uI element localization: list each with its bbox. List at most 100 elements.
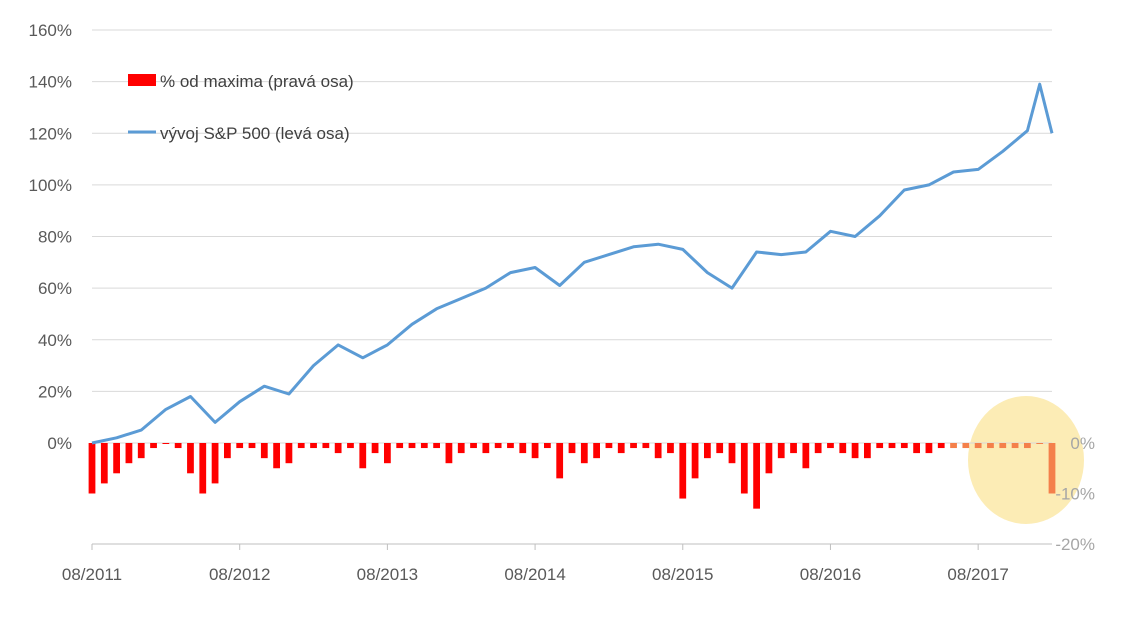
left-axis-tick-label: 160%	[29, 21, 72, 40]
left-axis-tick-label: 20%	[38, 382, 72, 401]
drawdown-bar	[642, 443, 650, 449]
drawdown-bar	[88, 443, 96, 494]
drawdown-bar	[913, 443, 920, 454]
left-axis-tick-label: 0%	[47, 434, 72, 453]
right-axis-tick-label: 0%	[1070, 434, 1095, 453]
drawdown-bar	[827, 443, 834, 449]
drawdown-bar	[199, 443, 207, 494]
drawdown-bar	[740, 443, 748, 494]
drawdown-bar	[457, 443, 465, 454]
drawdown-bar	[974, 443, 982, 449]
drawdown-bar	[802, 443, 810, 469]
drawdown-bar	[137, 443, 145, 459]
drawdown-bar	[1011, 443, 1019, 449]
drawdown-bar	[384, 443, 391, 464]
drawdown-bar	[925, 443, 933, 454]
drawdown-bar	[617, 443, 625, 454]
drawdown-bar	[100, 443, 108, 484]
drawdown-bar	[654, 443, 662, 459]
drawdown-bar	[1048, 443, 1056, 494]
gridlines	[92, 29, 1052, 444]
drawdown-bar	[765, 443, 773, 474]
legend-label-drawdown: % od maxima (pravá osa)	[160, 72, 354, 91]
drawdown-bar	[556, 443, 564, 479]
drawdown-bar	[125, 443, 133, 464]
drawdown-bar	[433, 443, 440, 449]
drawdown-bar	[876, 443, 884, 449]
x-axis-tick-label: 08/2015	[652, 565, 713, 584]
drawdown-bar	[851, 443, 859, 459]
left-axis-tick-label: 100%	[29, 176, 72, 195]
drawdown-bar	[359, 443, 367, 469]
x-axis-tick-label: 08/2017	[947, 565, 1008, 584]
drawdown-bar	[334, 443, 342, 454]
drawdown-bar	[297, 443, 305, 449]
drawdown-bar	[1024, 443, 1031, 449]
drawdown-bar	[273, 443, 280, 469]
legend: % od maxima (pravá osa) vývoj S&P 500 (l…	[128, 72, 354, 143]
sp500-line-layer	[91, 82, 1054, 445]
x-axis-tick-label: 08/2011	[62, 565, 122, 584]
drawdown-bar	[482, 443, 490, 454]
drawdown-bar	[531, 443, 539, 459]
x-axis-tick-label: 08/2012	[209, 565, 270, 584]
drawdown-bar	[790, 443, 797, 454]
drawdown-bar	[777, 443, 785, 459]
drawdown-bar	[396, 443, 404, 449]
drawdown-bar	[310, 443, 317, 449]
drawdown-bar	[162, 443, 170, 444]
drawdown-bar	[224, 443, 231, 459]
drawdown-bar	[544, 443, 551, 449]
drawdown-bar	[580, 443, 588, 464]
drawdown-bar	[113, 443, 120, 474]
drawdown-bar	[236, 443, 244, 449]
drawdown-bar	[322, 443, 330, 449]
drawdown-bar	[519, 443, 527, 454]
drawdown-bar	[260, 443, 268, 459]
left-axis-tick-label: 120%	[29, 124, 72, 143]
drawdown-bars	[88, 443, 1056, 509]
drawdown-bar	[248, 443, 256, 449]
drawdown-bar	[371, 443, 379, 454]
x-axis-tick-label: 08/2014	[504, 565, 565, 584]
drawdown-bar	[420, 443, 428, 449]
drawdown-bar	[470, 443, 477, 449]
drawdown-bar	[753, 443, 760, 509]
x-axis-ticks: 08/2011 08/2012 08/2013 08/2014 08/2015 08/20…	[62, 544, 1009, 584]
right-axis-ticks: 0% -10% -20%	[1055, 434, 1095, 554]
drawdown-bar	[900, 443, 908, 449]
drawdown-bar	[999, 443, 1007, 449]
highlight-ellipse	[968, 396, 1084, 524]
drawdown-bar	[962, 443, 970, 449]
right-axis-tick-label: -20%	[1055, 535, 1095, 554]
x-axis-tick-label: 08/2016	[800, 565, 861, 584]
drawdown-bar	[839, 443, 847, 454]
drawdown-bar	[667, 443, 674, 454]
left-axis-tick-label: 60%	[38, 279, 72, 298]
x-axis-tick-label: 08/2013	[357, 565, 418, 584]
drawdown-bar	[630, 443, 637, 449]
drawdown-bar	[568, 443, 576, 454]
drawdown-bar	[950, 443, 957, 449]
left-axis-tick-label: 40%	[38, 331, 72, 350]
legend-swatch-drawdown	[128, 74, 156, 86]
drawdown-bar	[174, 443, 182, 449]
drawdown-bar	[285, 443, 293, 464]
drawdown-bar	[593, 443, 600, 459]
drawdown-bar	[1036, 443, 1044, 444]
drawdown-bar	[507, 443, 514, 449]
drawdown-bar	[864, 443, 871, 459]
legend-label-sp500: vývoj S&P 500 (levá osa)	[160, 124, 350, 143]
drawdown-bar	[408, 443, 416, 449]
left-axis-tick-label: 140%	[29, 73, 72, 92]
drawdown-bar	[728, 443, 736, 464]
left-axis-ticks: 160% 140% 120% 100% 80% 60% 40% 20% 0%	[29, 21, 72, 453]
drawdown-bar	[888, 443, 896, 449]
drawdown-bar	[716, 443, 724, 454]
right-axis-tick-label: -10%	[1055, 485, 1095, 504]
drawdown-bar	[150, 443, 157, 449]
drawdown-bar	[494, 443, 502, 449]
drawdown-bar	[605, 443, 613, 449]
